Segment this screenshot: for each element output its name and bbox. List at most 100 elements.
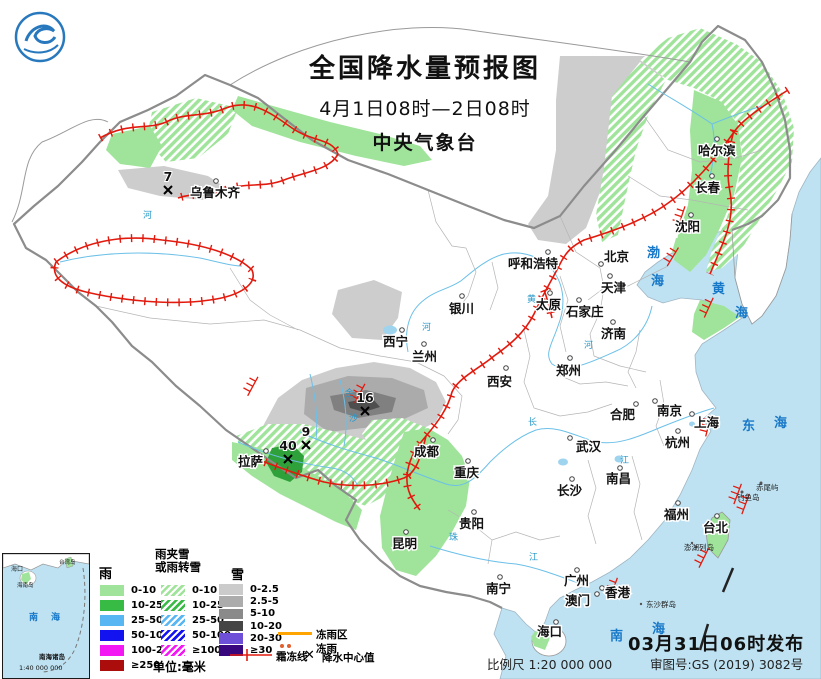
- small-island: [759, 481, 763, 485]
- legend-range-label: ≥30: [250, 645, 273, 657]
- city: 广州: [563, 567, 590, 589]
- legend-row: 10-20: [219, 621, 282, 632]
- precip-center-value: 16: [356, 390, 374, 405]
- precip-center-icon: ✕: [304, 648, 315, 663]
- rain-area-xinjiang-north: [232, 96, 432, 166]
- inset-dash-line: [40, 567, 86, 673]
- legend-unit: 单位:毫米: [153, 660, 206, 674]
- city-label: 北京: [604, 249, 630, 264]
- wind-barb-icon: [694, 547, 710, 568]
- legend-snow-scale: 0-2.5 2.5-5 5-10 10-20 20-30 ≥30: [219, 584, 282, 658]
- city-label: 台北: [703, 520, 729, 535]
- wind-barb-icon: [604, 577, 618, 599]
- national-border: [12, 24, 792, 609]
- river-tibet-1: [309, 373, 318, 441]
- city: 南京: [652, 398, 684, 419]
- precip-center-x-icon: [301, 440, 311, 450]
- city: 呼和浩特: [507, 249, 560, 272]
- legend-row: 2.5-5: [219, 596, 282, 607]
- river-tibet-2: [339, 379, 347, 447]
- city-label: 拉萨: [238, 454, 264, 469]
- frost-line-icon: [230, 649, 272, 661]
- precip-center-value: 7: [164, 169, 173, 184]
- legend-range-label: 25-50: [131, 614, 163, 626]
- city-marker: [675, 500, 681, 506]
- city-marker: [403, 529, 409, 535]
- legend-snow-title: 雪: [231, 568, 245, 583]
- freezing-rain-dot-icon: [280, 644, 284, 648]
- frost-line-layer: [50, 86, 791, 513]
- river-yangtze: [299, 407, 715, 486]
- dongting-lake: [558, 458, 568, 466]
- frost-line-himalaya: [252, 435, 430, 490]
- river-label: 河: [143, 209, 152, 221]
- legend-row: 0-10: [100, 585, 177, 596]
- inset-label: 南: [29, 611, 38, 623]
- precip-center-x-icon: [163, 185, 173, 195]
- city: 贵阳: [458, 509, 485, 532]
- city-marker: [263, 448, 269, 454]
- city-marker: [497, 574, 503, 580]
- city-marker: [574, 567, 580, 573]
- legend-range-label: 10-20: [250, 620, 282, 632]
- wind-barb-icon: [728, 483, 742, 505]
- legend-range-label: 10-25: [192, 599, 224, 611]
- city-marker: [399, 327, 405, 333]
- legend-swatch: [161, 630, 185, 641]
- legend-row: 25-50: [100, 615, 177, 626]
- city-label: 合肥: [610, 407, 636, 422]
- city-label: 西宁: [383, 334, 408, 349]
- inset-label: 1:40 000 000: [19, 664, 63, 672]
- city-label: 成都: [414, 444, 440, 459]
- legend-row: ≥250: [100, 660, 177, 671]
- city-marker: [675, 428, 681, 434]
- city: 长沙: [556, 476, 584, 499]
- legend-row: 50-100: [100, 630, 177, 641]
- island-label: 赤尾屿: [756, 483, 779, 492]
- precip-center: 16: [355, 389, 375, 416]
- sea-label: 东: [742, 418, 755, 434]
- legend-row: 20-30: [219, 633, 282, 644]
- sea-label: 黄: [712, 281, 725, 297]
- city-label: 太原: [536, 297, 562, 312]
- wind-barb-icon: [663, 247, 680, 267]
- city: 长春: [694, 173, 722, 196]
- inset-label: 海口: [11, 565, 23, 573]
- wind-barb-icon: [699, 297, 714, 318]
- dash-line-marks: [698, 567, 735, 651]
- sea-label: 南: [610, 628, 623, 644]
- foreign-borders: [11, 27, 691, 223]
- islands-layer: [531, 481, 763, 657]
- legend-sleet-title: 雨夹雪 或雨转雪: [155, 547, 201, 574]
- wind-barb-icon: [672, 206, 686, 228]
- city: 海口: [536, 619, 563, 640]
- legend-range-label: 0-10: [192, 584, 218, 596]
- precip-center-x-icon: [360, 406, 370, 416]
- city-marker: [617, 465, 623, 471]
- city-label: 重庆: [454, 465, 480, 480]
- legend-rain-scale: 0-10 10-25 25-50 50-100 100-250 ≥250: [100, 585, 177, 675]
- inset-taiwan: [64, 556, 74, 569]
- snow-area-qinghai: [332, 280, 402, 340]
- city-marker: [633, 401, 639, 407]
- city-label: 贵阳: [459, 516, 484, 531]
- city: 武汉: [567, 435, 603, 455]
- city-marker: [714, 513, 720, 519]
- rain-area-liaodong: [672, 238, 700, 262]
- city: 香港: [599, 584, 632, 601]
- approval-number: 审图号:GS (2019) 3082号: [650, 657, 804, 672]
- legend-swatch: [100, 630, 124, 641]
- borders-layer: [11, 24, 793, 609]
- korea-border: [731, 213, 793, 325]
- rain-area-northeast: [674, 90, 742, 272]
- city: 天津: [600, 273, 628, 296]
- issued-time: 03月31日06时发布: [628, 634, 805, 655]
- river-yellow: [406, 252, 653, 369]
- freezing-rain-zone-icon: [278, 632, 312, 635]
- sleet-area-xinjiang: [146, 98, 238, 162]
- river-label: 江: [620, 455, 629, 466]
- logo-swirl-2: [23, 44, 59, 54]
- wind-barb-icon: [350, 383, 366, 404]
